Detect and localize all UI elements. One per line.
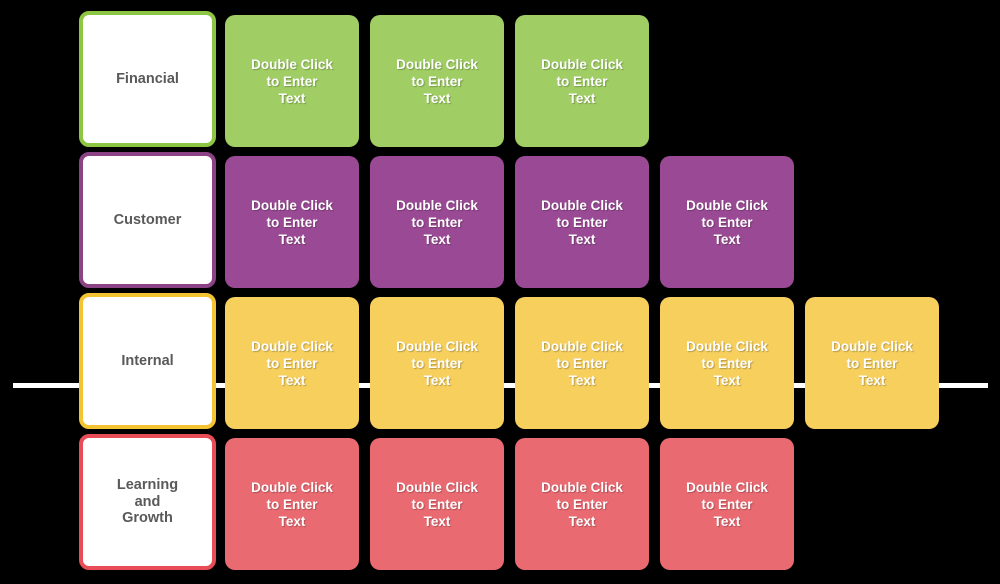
placeholder-text: Double Click to Enter Text xyxy=(251,56,333,106)
placeholder-text: Double Click to Enter Text xyxy=(541,479,623,529)
placeholder-text: Double Click to Enter Text xyxy=(396,338,478,388)
placeholder-text: Double Click to Enter Text xyxy=(251,338,333,388)
perspective-label-text: Customer xyxy=(113,211,182,228)
placeholder-text: Double Click to Enter Text xyxy=(251,197,333,247)
placeholder-text: Double Click to Enter Text xyxy=(541,197,623,247)
placeholder-text: Double Click to Enter Text xyxy=(541,56,623,106)
financial-text-card-2[interactable]: Double Click to Enter Text xyxy=(370,15,504,147)
learning-text-card-2[interactable]: Double Click to Enter Text xyxy=(370,438,504,570)
customer-text-card-1[interactable]: Double Click to Enter Text xyxy=(225,156,359,288)
learning-text-card-3[interactable]: Double Click to Enter Text xyxy=(515,438,649,570)
internal-text-card-2[interactable]: Double Click to Enter Text xyxy=(370,297,504,429)
perspective-label-internal[interactable]: Internal xyxy=(79,293,216,429)
placeholder-text: Double Click to Enter Text xyxy=(396,197,478,247)
placeholder-text: Double Click to Enter Text xyxy=(251,479,333,529)
financial-text-card-1[interactable]: Double Click to Enter Text xyxy=(225,15,359,147)
learning-text-card-1[interactable]: Double Click to Enter Text xyxy=(225,438,359,570)
internal-text-card-4[interactable]: Double Click to Enter Text xyxy=(660,297,794,429)
placeholder-text: Double Click to Enter Text xyxy=(396,56,478,106)
perspective-label-financial[interactable]: Financial xyxy=(79,11,216,147)
learning-text-card-4[interactable]: Double Click to Enter Text xyxy=(660,438,794,570)
placeholder-text: Double Click to Enter Text xyxy=(541,338,623,388)
perspective-label-customer[interactable]: Customer xyxy=(79,152,216,288)
placeholder-text: Double Click to Enter Text xyxy=(686,338,768,388)
internal-text-card-1[interactable]: Double Click to Enter Text xyxy=(225,297,359,429)
customer-text-card-2[interactable]: Double Click to Enter Text xyxy=(370,156,504,288)
perspective-label-text: Learning and Growth xyxy=(116,477,179,527)
perspective-label-learning-and-growth[interactable]: Learning and Growth xyxy=(79,434,216,570)
perspective-label-text: Financial xyxy=(116,70,179,87)
customer-text-card-4[interactable]: Double Click to Enter Text xyxy=(660,156,794,288)
placeholder-text: Double Click to Enter Text xyxy=(686,479,768,529)
customer-text-card-3[interactable]: Double Click to Enter Text xyxy=(515,156,649,288)
placeholder-text: Double Click to Enter Text xyxy=(831,338,913,388)
placeholder-text: Double Click to Enter Text xyxy=(686,197,768,247)
perspective-label-text: Internal xyxy=(121,352,174,369)
internal-text-card-3[interactable]: Double Click to Enter Text xyxy=(515,297,649,429)
financial-text-card-3[interactable]: Double Click to Enter Text xyxy=(515,15,649,147)
internal-text-card-5[interactable]: Double Click to Enter Text xyxy=(805,297,939,429)
placeholder-text: Double Click to Enter Text xyxy=(396,479,478,529)
